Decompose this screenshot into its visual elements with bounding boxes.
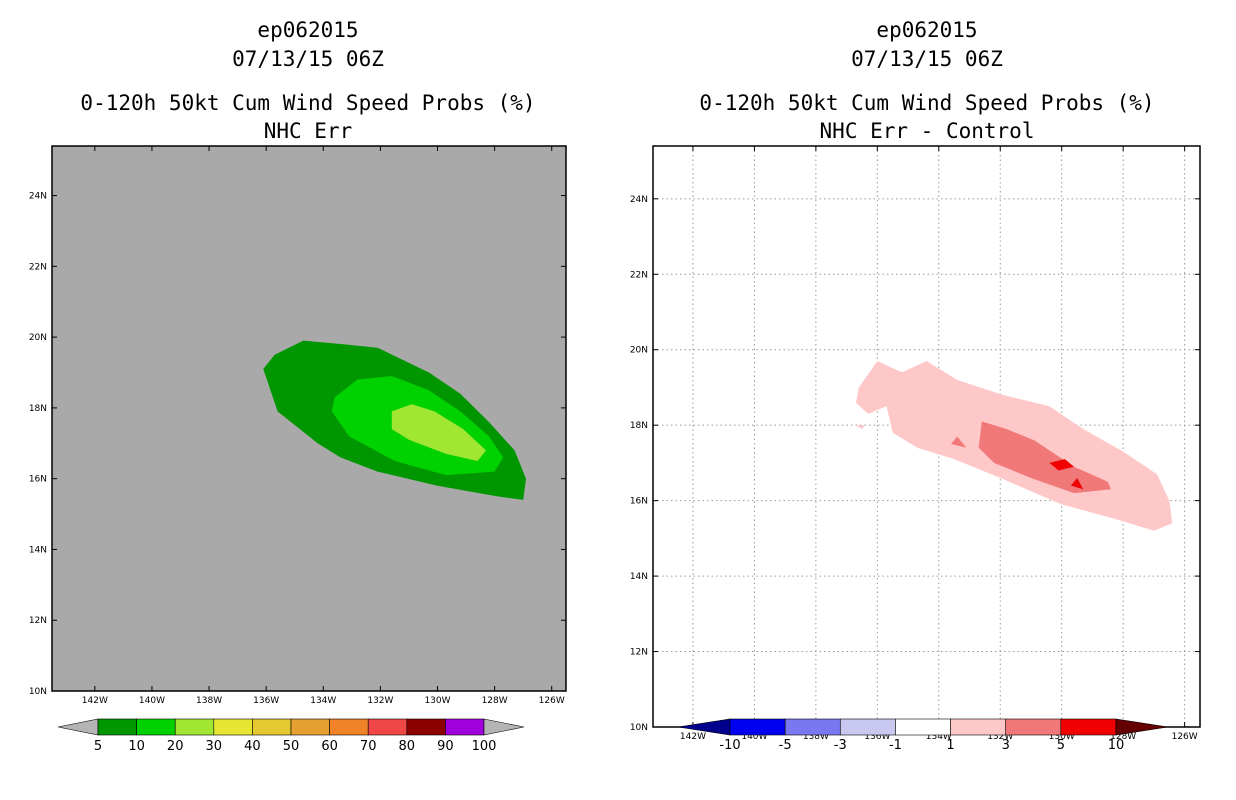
panel-2-colorbar-label-7: 10 bbox=[1108, 738, 1125, 753]
panel-2-xtick-label-7: 128W bbox=[1110, 732, 1136, 742]
panel-2-xtick-label-4: 134W bbox=[926, 732, 952, 742]
panel-2-xtick-label-8: 126W bbox=[1172, 732, 1198, 742]
panel-1-xtick-label-3: 136W bbox=[253, 696, 279, 706]
panel-2-contour-1-3-1 bbox=[855, 425, 865, 429]
panel-1-xtick-label-1: 140W bbox=[139, 696, 165, 706]
left-title-subtitle: NHC Err bbox=[263, 119, 353, 143]
panel-1-ytick-label-7: 24N bbox=[29, 192, 47, 202]
panel-2-contour-5-10-4 bbox=[1049, 459, 1074, 471]
panel-2-xtick-label-3: 136W bbox=[864, 732, 890, 742]
panel-2-colorbar-label-6: 5 bbox=[1057, 738, 1065, 753]
panel-2-xtick-label-5: 132W bbox=[987, 732, 1013, 742]
panel-1-colorbar-over-triangle bbox=[483, 718, 525, 736]
panel-1-xtick-label-7: 128W bbox=[482, 696, 508, 706]
panel-1-colorbar-label-4: 40 bbox=[244, 739, 261, 754]
right-title-datetime: 07/13/15 06Z bbox=[851, 47, 1003, 71]
panel-2-xtick-label-6: 130W bbox=[1049, 732, 1075, 742]
panel-2-ytick-label-0: 10N bbox=[630, 723, 648, 733]
panel-1-colorbar-label-5: 50 bbox=[283, 739, 300, 754]
panel-2-colorbar-label-4: 1 bbox=[946, 738, 954, 753]
panel-2-colorbar-label-3: -1 bbox=[889, 738, 902, 753]
panel-2-colorbar-label-1: -5 bbox=[779, 738, 792, 753]
panel-1-colorbar-swatch-2 bbox=[174, 718, 215, 736]
left-title-datetime: 07/13/15 06Z bbox=[232, 47, 384, 71]
panel-1-ytick-label-1: 12N bbox=[29, 616, 47, 626]
panel-1-colorbar-swatch-6 bbox=[329, 718, 369, 736]
panel-2-ytick-label-1: 12N bbox=[630, 648, 648, 658]
panel-1-colorbar-swatch-8 bbox=[406, 718, 446, 736]
panel-1-xtick-label-2: 138W bbox=[196, 696, 222, 706]
panel-2-colorbar-swatch-0 bbox=[729, 718, 786, 736]
panel-1-colorbar-swatch-0 bbox=[97, 718, 137, 736]
panel-2-xtick-label-0: 142W bbox=[680, 732, 706, 742]
panel-2-contour-3-5-3 bbox=[951, 436, 967, 448]
panel-2-colorbar: -10 -5 -3 -1 1 3 5 10 bbox=[677, 718, 1169, 753]
panel-1-colorbar-label-1: 10 bbox=[128, 739, 145, 754]
panel-1-xtick-label-0: 142W bbox=[82, 696, 108, 706]
panel-2-colorbar-label-2: -3 bbox=[834, 738, 847, 753]
right-title-product: 0-120h 50kt Cum Wind Speed Probs (%) bbox=[699, 91, 1155, 115]
left-title-product: 0-120h 50kt Cum Wind Speed Probs (%) bbox=[80, 91, 536, 115]
panel-2-colorbar-swatch-1 bbox=[784, 718, 841, 736]
panel-1-ytick-label-5: 20N bbox=[29, 333, 47, 343]
panel-2-contour-5-10-5 bbox=[1070, 478, 1084, 490]
panel-2-colorbar-swatch-2 bbox=[839, 718, 896, 736]
panel-1-colorbar-label-10: 100 bbox=[472, 739, 497, 754]
panel-1-colorbar-label-9: 90 bbox=[437, 739, 454, 754]
panel-2-ytick-label-7: 24N bbox=[630, 195, 648, 205]
panel-1-colorbar-label-3: 30 bbox=[206, 739, 223, 754]
panel-2-colorbar-swatch-3 bbox=[895, 718, 951, 736]
panel-2-colorbar-swatch-6 bbox=[1060, 718, 1117, 736]
panel-1-contour-20-30-2 bbox=[391, 404, 486, 461]
panel-1-colorbar-label-6: 60 bbox=[321, 739, 338, 754]
panel-2-colorbar-swatch-4 bbox=[950, 718, 1007, 736]
panel-1-ytick-label-3: 16N bbox=[29, 475, 47, 485]
panel-2-xtick-label-1: 140W bbox=[741, 732, 767, 742]
panel-1-ytick-label-4: 18N bbox=[29, 404, 47, 414]
panel-2-colorbar-label-0: -10 bbox=[719, 738, 740, 753]
panel-1-xtick-label-8: 126W bbox=[539, 696, 565, 706]
panel-2-xtick-label-2: 138W bbox=[803, 732, 829, 742]
panel-1-xtick-label-6: 130W bbox=[424, 696, 450, 706]
panel-1-colorbar-swatch-4 bbox=[252, 718, 292, 736]
panel-2-ytick-label-3: 16N bbox=[630, 497, 648, 507]
right-title-subtitle: NHC Err - Control bbox=[819, 119, 1035, 143]
panel-1-colorbar-label-0: 5 bbox=[94, 739, 102, 754]
panel-1-ytick-label-2: 14N bbox=[29, 545, 47, 555]
panel-1-colorbar-swatch-5 bbox=[290, 718, 330, 736]
panel-1-colorbar-swatch-9 bbox=[445, 718, 485, 736]
panel-2-ytick-label-6: 22N bbox=[630, 270, 648, 280]
panel-1-plot-frame bbox=[51, 145, 567, 692]
panel-1-ytick-label-0: 10N bbox=[29, 687, 47, 697]
panel-2-colorbar-over-triangle bbox=[1115, 718, 1169, 736]
panel-1: 142W 140W 138W 136W 134W 132W 130W 128W 126W 10N 1… bbox=[29, 145, 567, 754]
panel-1-colorbar-swatch-3 bbox=[213, 718, 253, 736]
panel-1-ytick-label-6: 22N bbox=[29, 262, 47, 272]
panel-1-colorbar-label-7: 70 bbox=[360, 739, 377, 754]
panel-2-colorbar-label-5: 3 bbox=[1002, 738, 1010, 753]
panel-1-colorbar-under-triangle bbox=[57, 718, 99, 736]
panel-2-ytick-label-5: 20N bbox=[630, 346, 648, 356]
panel-1-colorbar-label-8: 80 bbox=[399, 739, 416, 754]
panel-1-colorbar-label-2: 20 bbox=[167, 739, 184, 754]
panel-1-colorbar-swatch-7 bbox=[367, 718, 408, 736]
panel-2-contour-3-5-2 bbox=[978, 421, 1111, 494]
panel-2-ytick-label-4: 18N bbox=[630, 421, 648, 431]
panel-1-xtick-label-4: 134W bbox=[310, 696, 336, 706]
left-title-storm: ep062015 bbox=[257, 18, 359, 42]
right-title-storm: ep062015 bbox=[876, 18, 978, 42]
panel-1-colorbar-swatch-1 bbox=[136, 718, 176, 736]
panel-2-colorbar-swatch-5 bbox=[1005, 718, 1062, 736]
panel-1-xtick-label-5: 132W bbox=[367, 696, 393, 706]
panel-2: 142W 140W 138W 136W 134W 132W 130W 128W 126W 10N 1… bbox=[630, 145, 1201, 753]
panel-1-colorbar: 5 10 20 30 40 50 60 70 80 90 100 bbox=[57, 718, 525, 754]
panel-2-ytick-label-2: 14N bbox=[630, 572, 648, 582]
